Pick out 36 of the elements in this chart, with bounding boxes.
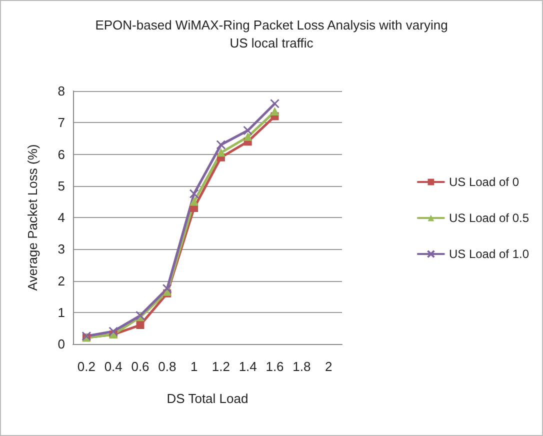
point — [190, 198, 198, 206]
legend-label: US Load of 0 — [448, 175, 520, 189]
y-tick-label: 5 — [58, 178, 65, 194]
y-tick-label: 1 — [58, 304, 65, 320]
point — [244, 132, 252, 141]
y-tick-label: 8 — [58, 84, 65, 98]
legend-label: US Load of 1.0 — [448, 247, 530, 261]
x-tick-label: 2 — [324, 359, 332, 374]
x-tick-label: 0.4 — [104, 359, 122, 374]
x-tick-label: 0.2 — [77, 359, 96, 374]
x-tick-label: 0.6 — [131, 359, 150, 374]
y-tick-label: 0 — [58, 336, 65, 352]
y-tick-label: 7 — [58, 115, 65, 130]
y-axis-title: Average Packet Loss (%) — [25, 144, 40, 291]
x-tick-label: 1.2 — [212, 359, 230, 374]
y-tick-label: 4 — [58, 210, 65, 225]
y-tick-label: 2 — [58, 273, 65, 288]
y-tick-label: 3 — [58, 242, 65, 257]
point — [162, 284, 172, 294]
x-axis-title: DS Total Load — [166, 391, 248, 406]
x-tick-label: 1 — [190, 359, 198, 374]
point — [270, 98, 280, 108]
point — [216, 148, 225, 157]
x-tick-label: 0.8 — [158, 359, 176, 374]
point — [189, 189, 199, 199]
point — [108, 326, 118, 336]
point — [216, 140, 226, 150]
y-tick-label: 6 — [58, 146, 65, 162]
x-tick-label: 1.8 — [292, 359, 311, 374]
chart-title: EPON-based WiMAX-Ring Packet Loss Analysis with varying US local traffic — [95, 18, 448, 50]
point — [243, 126, 253, 136]
legend-label: US Load of 0.5 — [448, 211, 530, 225]
x-tick-label: 1.6 — [266, 359, 284, 374]
x-tick-label: 1.4 — [238, 359, 257, 374]
point — [270, 108, 279, 116]
point — [136, 321, 144, 330]
